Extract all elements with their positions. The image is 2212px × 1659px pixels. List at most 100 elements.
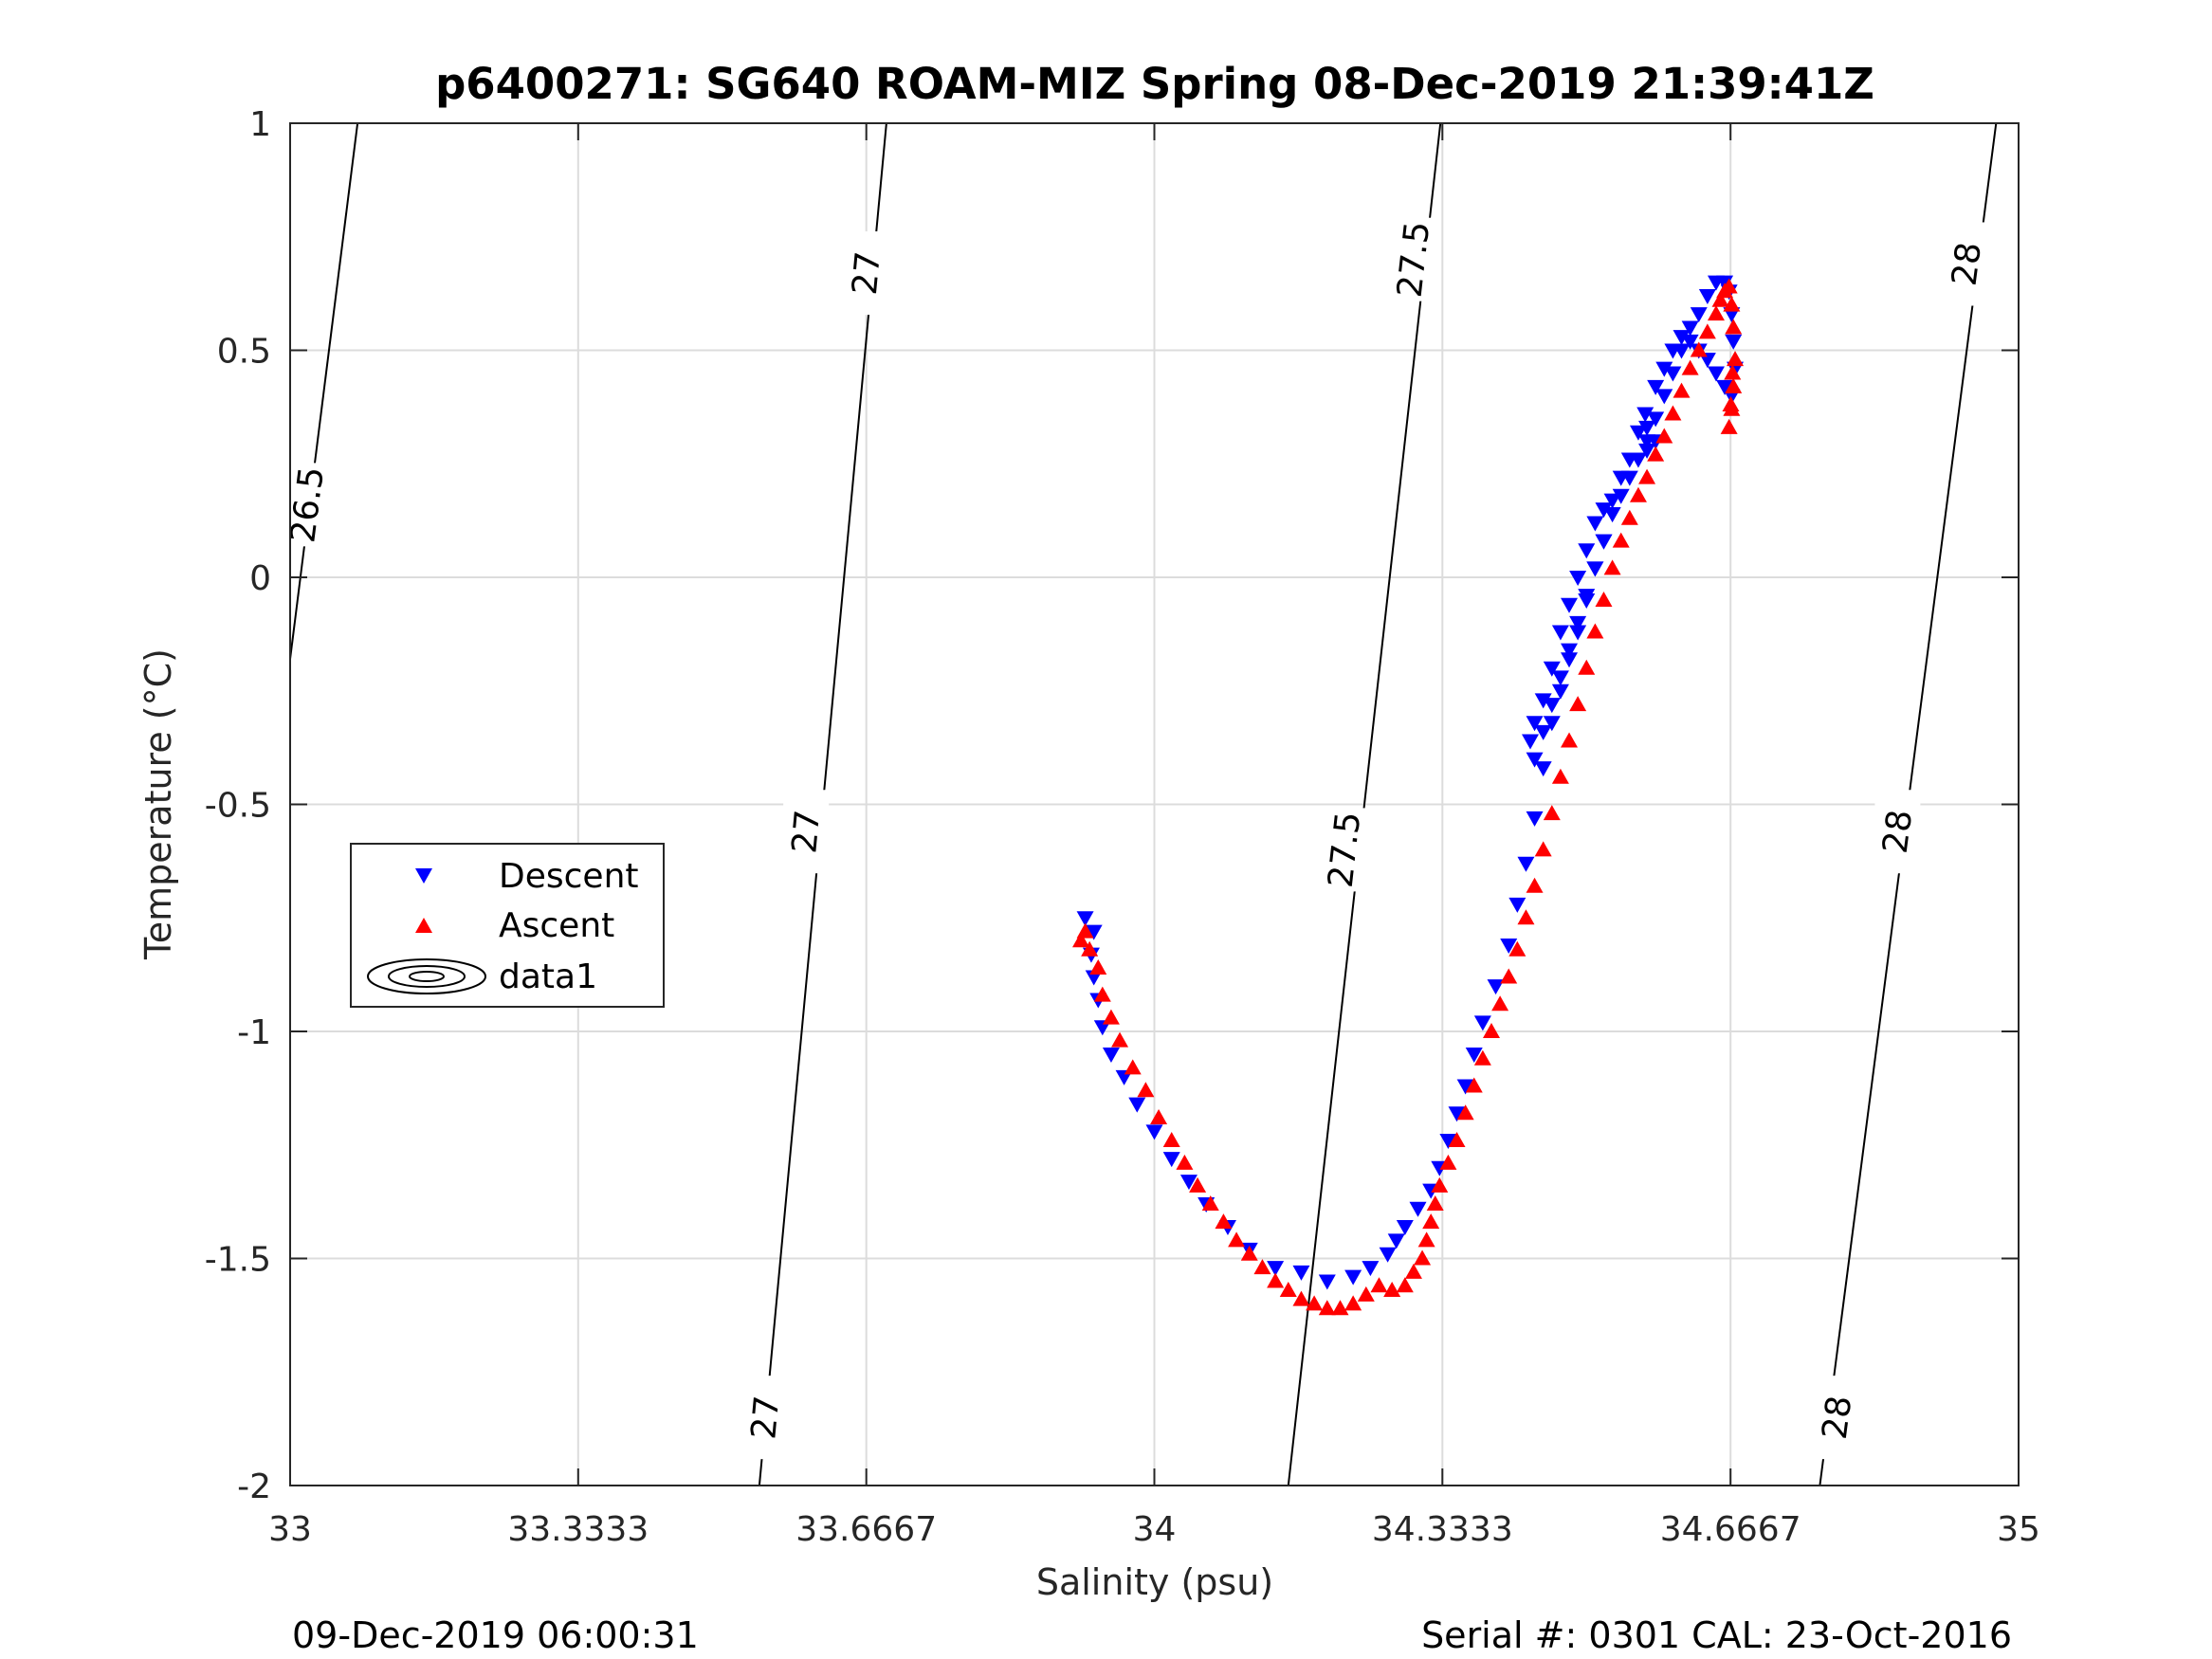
legend-ascent-marker [415,918,432,933]
descent-point [1526,752,1544,768]
descent-point [1569,615,1587,631]
descent-point [1465,1047,1483,1063]
descent-point [1387,1233,1405,1249]
x-tick-label: 34.6667 [1660,1510,1801,1549]
descent-point [1534,761,1552,777]
density-contour-line [1287,122,1442,1486]
descent-point [1578,543,1596,559]
ascent-point [1647,446,1665,462]
ascent-point [1426,1195,1444,1212]
descent-point [1664,343,1682,359]
descent-point [1508,897,1526,913]
x-tick-label: 34 [1133,1510,1177,1549]
ascent-point [1569,696,1587,712]
ascent-point [1124,1059,1142,1075]
descent-point [1526,811,1544,827]
descent-point [1551,684,1569,700]
ascent-point [1240,1245,1258,1261]
ascent-point [1655,428,1673,444]
ascent-point [1404,1263,1422,1279]
x-axis-label: Salinity (psu) [1036,1561,1273,1603]
ascent-point [1500,968,1518,984]
x-tick-label: 35 [1997,1510,2040,1549]
descent-point [1487,979,1505,995]
descent-point [1517,856,1535,872]
ascent-point [1508,940,1526,957]
descent-point [1267,1261,1285,1277]
descent-point [1569,571,1587,586]
descent-point [1620,452,1638,468]
ascent-point [1076,922,1094,939]
descent-point [1102,1047,1120,1063]
descent-point [1612,470,1630,486]
ascent-point [1150,1109,1168,1125]
descent-point [1586,561,1604,577]
ascent-point [1473,1049,1491,1066]
ascent-point [1331,1300,1349,1316]
contour-label-gap [1390,217,1436,301]
ascent-point [1253,1259,1271,1275]
legend: Descent Ascent data1 [350,843,665,1008]
footer-serial-cal: Serial #: 0301 CAL: 23-Oct-2016 [1421,1614,2012,1656]
descent-point [1543,661,1561,677]
legend-descent-marker [415,868,432,884]
ascent-point [1664,405,1682,421]
density-contours: 26.5 27 27 27 27.5 27.5 28 28 28 [283,122,1998,1486]
descent-point [1162,1152,1180,1168]
ascent-point [1383,1282,1401,1298]
ascent-point [1482,1023,1500,1038]
descent-point [1362,1261,1380,1277]
y-tick-label: -2 [237,1468,271,1506]
ascent-point [1137,1082,1155,1098]
ascent-point [1306,1295,1324,1311]
descent-point [1534,724,1552,740]
descent-point [1638,443,1656,459]
ascent-point [1318,1300,1336,1316]
ascent-point [1724,364,1742,380]
ascent-point [1720,278,1738,294]
descent-point [1647,411,1665,428]
ascent-point [1720,418,1738,434]
ascent-point [1215,1213,1233,1230]
ascent-point [1711,291,1729,307]
descent-point [1673,330,1691,346]
contour-label-gap [843,231,889,316]
descent-point [1292,1265,1310,1281]
legend-ascent-label: Ascent [499,906,614,945]
descent-point [1603,493,1621,509]
contour-label: 27.5 [1322,810,1369,889]
descent-point [1603,506,1621,522]
ascent-point [1465,1077,1483,1093]
descent-point [1439,1133,1457,1149]
descent-point [1664,366,1682,382]
y-tick-label: -1.5 [205,1241,271,1280]
descent-point [1076,911,1094,927]
ascent-point [1111,1031,1129,1048]
descent-point [1145,1124,1163,1140]
ascent-point [1491,995,1509,1012]
descent-point [1655,389,1673,405]
x-tick-label: 33.3333 [507,1510,649,1549]
descent-point [1681,334,1699,350]
contour-label: 28 [1876,808,1921,856]
axis-ticks: 33 33.3333 33.6667 34 34.3333 34.6667 35 1 0.5 0 -… [205,105,2040,1549]
descent-point [1543,698,1561,714]
ascent-point [1456,1104,1474,1121]
density-contour-line [289,122,359,660]
descent-point [1647,379,1665,395]
ascent-point [1093,986,1111,1002]
legend-descent-label: Descent [499,857,639,896]
descent-point [1409,1201,1427,1217]
descent-point [1586,516,1604,532]
ascent-point [1448,1131,1466,1147]
descent-point [1551,625,1569,641]
ascent-point [1344,1295,1362,1311]
ascent-point [1727,351,1745,367]
ascent-point [1417,1231,1435,1248]
contour-label-gap [1814,1376,1860,1460]
descent-point [1448,1106,1466,1122]
descent-point [1526,716,1544,732]
descent-point [1655,361,1673,377]
legend-box [350,843,665,1008]
ascent-point [1551,768,1569,784]
